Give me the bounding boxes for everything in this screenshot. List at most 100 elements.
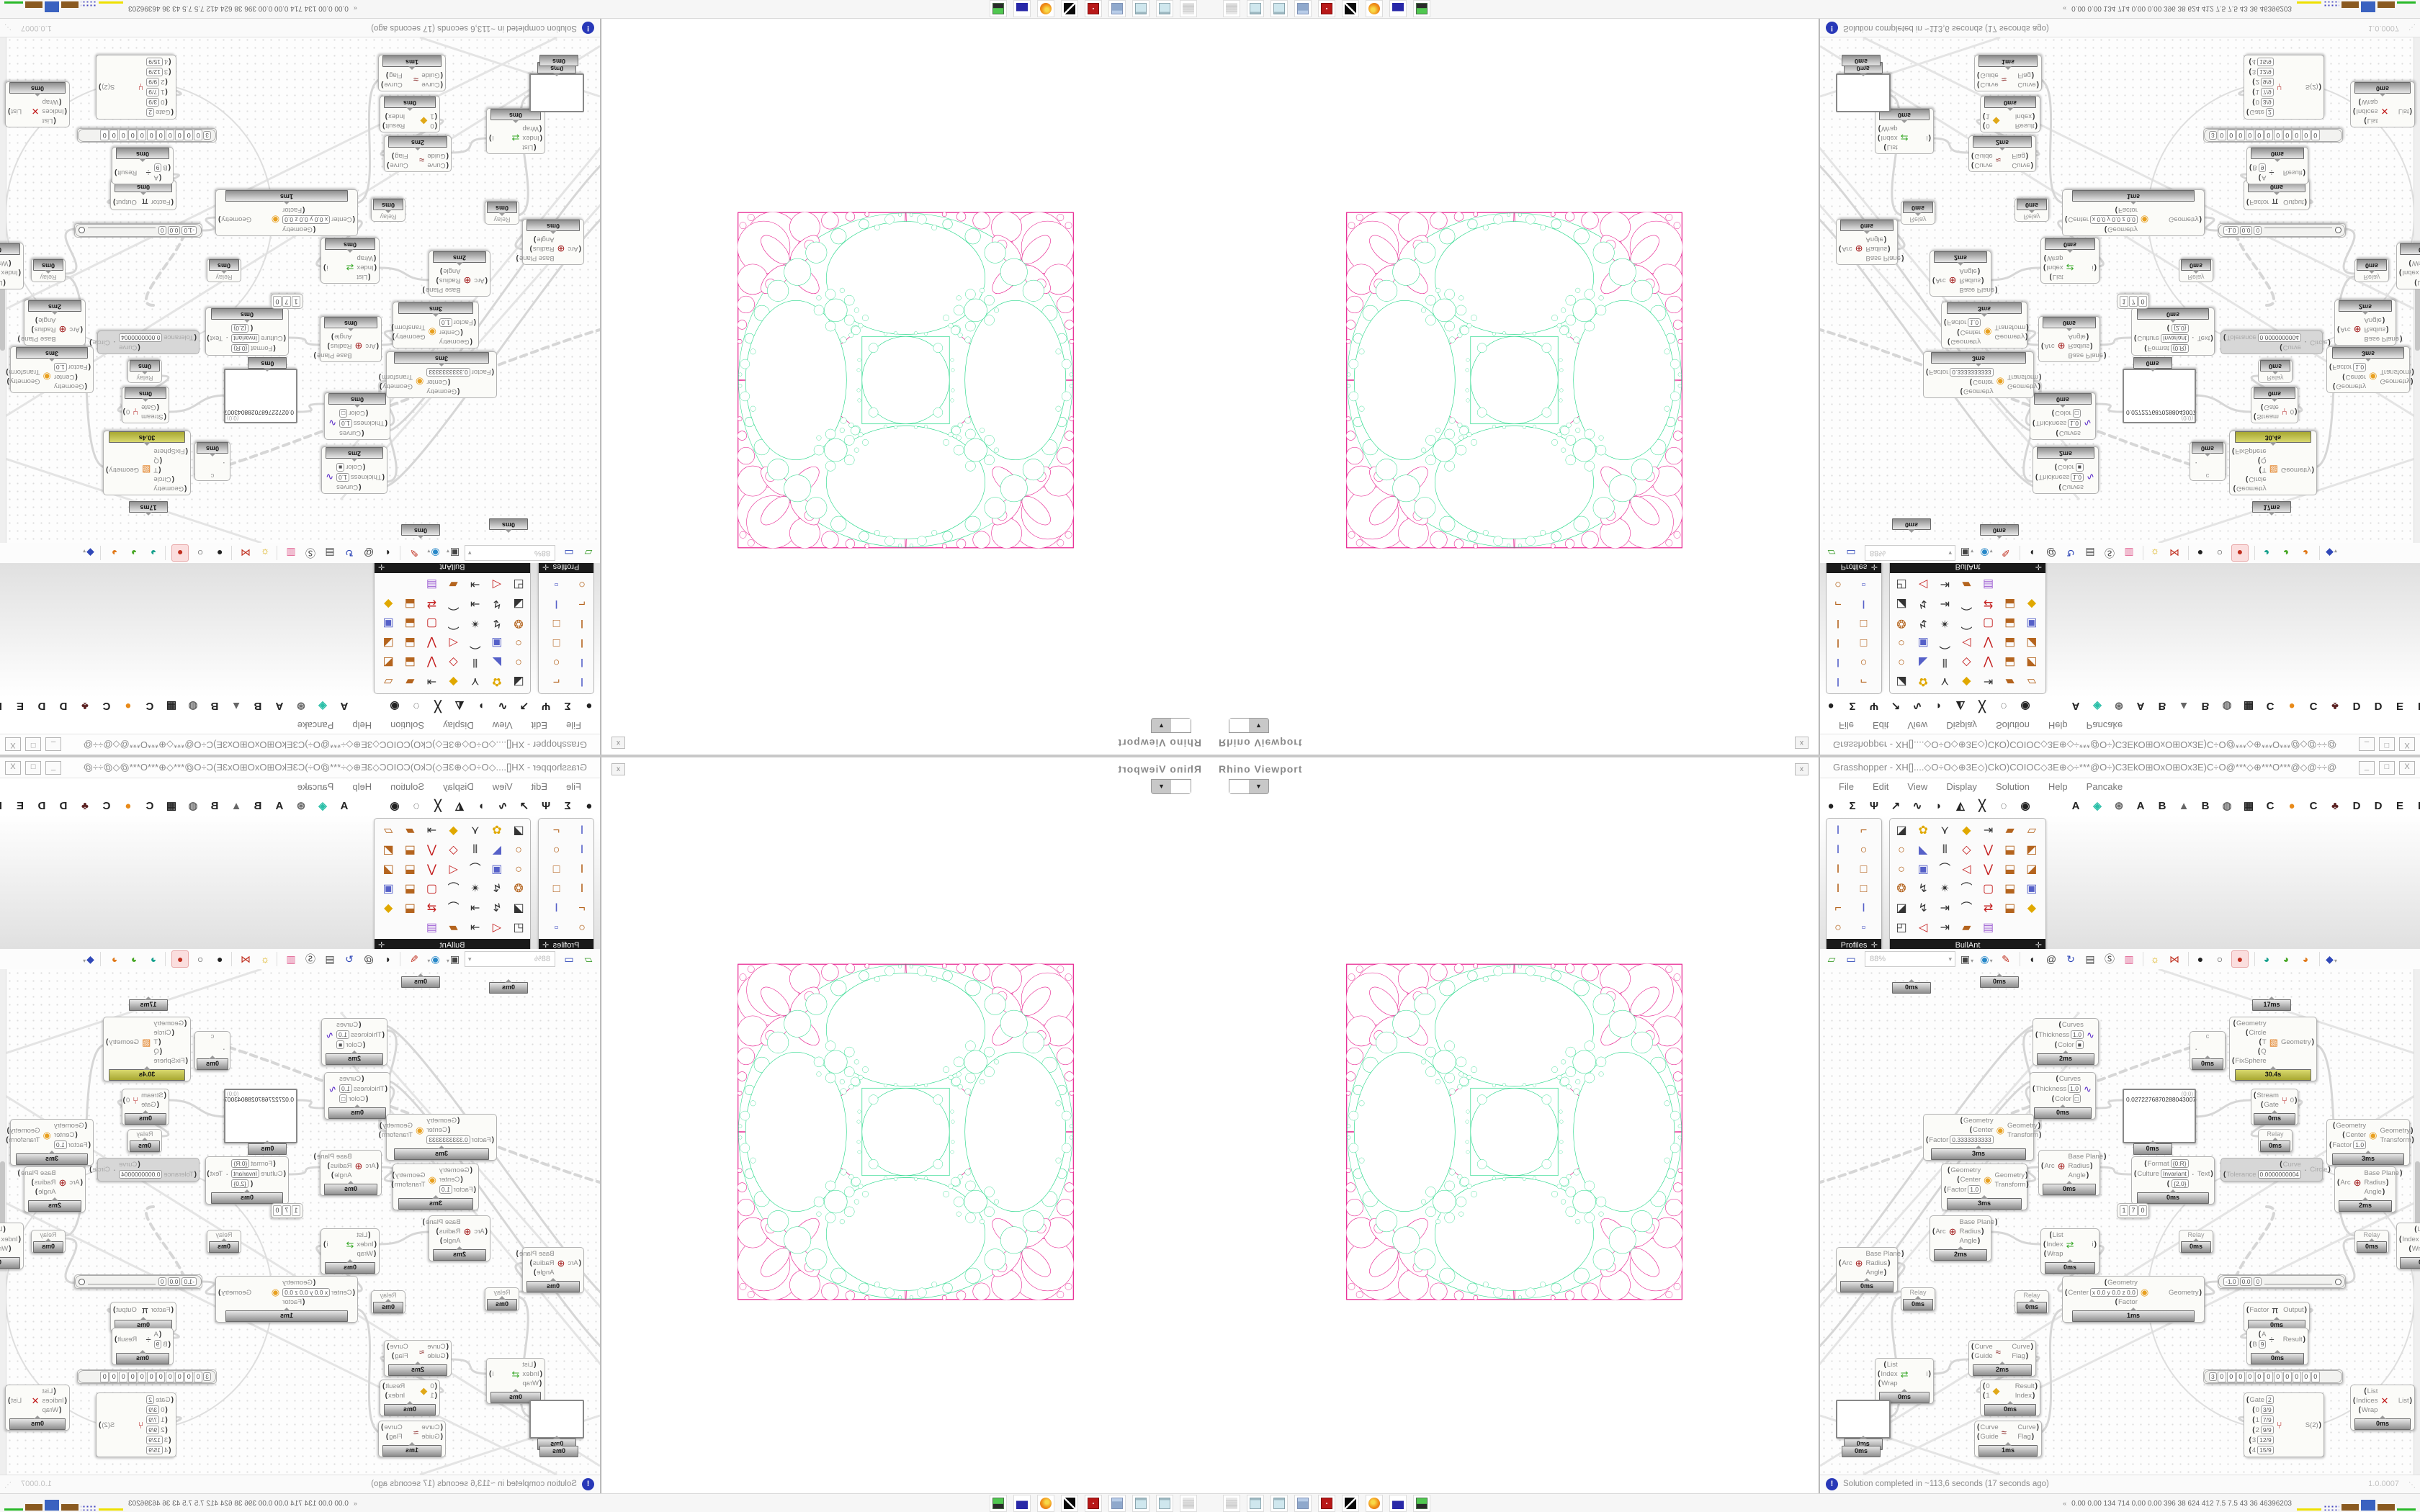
palette-component-icon[interactable]: ○ (1860, 844, 1868, 856)
taskbar-card-icon[interactable] (1318, 1495, 1335, 1512)
cull-index-component[interactable]: (List(Indices(Wrap ✕ List) 0ms (2350, 81, 2415, 127)
value-chip[interactable]: 0 (158, 1277, 166, 1286)
palette-component-icon[interactable]: ◇ (449, 844, 458, 856)
palette-component-icon[interactable]: ◪ (513, 598, 524, 610)
digit-cell[interactable]: 0 (2301, 1371, 2311, 1382)
chevron-icon[interactable]: « (353, 1500, 357, 1507)
division-component[interactable]: (A(B 9 ÷ Result) 0ms (2246, 1328, 2308, 1365)
value-chip[interactable]: 1.0 (2068, 1084, 2081, 1093)
category-tab-icon[interactable]: ↗ (1891, 800, 1901, 812)
save-file-button[interactable]: ▭ (1846, 953, 1856, 965)
palette-component-icon[interactable]: ⇥ (470, 902, 480, 914)
preview-off-button[interactable]: ● (216, 953, 223, 965)
value-chip[interactable]: 0.0 (167, 1277, 181, 1286)
digit-cell[interactable]: 0 (2273, 1371, 2282, 1382)
value-chip[interactable]: 9/9 (2260, 1426, 2274, 1434)
value-chip[interactable]: ■ (2075, 1040, 2084, 1049)
relay-component[interactable]: Relay 0ms (207, 258, 241, 282)
relay-component[interactable]: Relay 0ms (1901, 201, 1935, 225)
taskbar-device-icon[interactable] (1413, 0, 1430, 17)
palette-component-icon[interactable]: ⬓ (2004, 883, 2016, 895)
digit-cell[interactable]: 7 (2129, 296, 2138, 307)
digit-cell[interactable]: 0 (273, 1205, 282, 1216)
value-chip[interactable]: 0.0 (167, 226, 181, 235)
palette-component-icon[interactable]: ▣ (382, 883, 394, 895)
value-chip[interactable]: 1.0 (53, 1140, 67, 1149)
plugin-tab[interactable]: E (17, 700, 24, 713)
relay-component[interactable]: Relay 0ms (2354, 258, 2389, 282)
preview-wireframe-button[interactable]: ○ (197, 953, 204, 965)
taskbar-clipboard-icon[interactable] (1156, 0, 1173, 17)
close-icon[interactable]: x (611, 737, 625, 749)
value-chip[interactable]: {2,0} (231, 1179, 248, 1188)
plugin-tab[interactable]: A (275, 799, 284, 812)
palette-component-icon[interactable]: ✴ (1940, 883, 1950, 895)
palette-component-icon[interactable]: ⌒ (1960, 617, 1973, 629)
relay-component[interactable]: Relay 0ms (485, 201, 519, 225)
palette-component-icon[interactable]: ⋁ (426, 636, 436, 649)
close-button[interactable]: X (5, 761, 21, 775)
sketch-pencil-button[interactable]: ✎ (2002, 547, 2010, 559)
scale-component[interactable]: (Geometry(Center(Factor 1.0 ◉ Geometry) Tran… (1941, 302, 2029, 348)
palette-component-icon[interactable]: ▣ (1917, 636, 1929, 649)
division-component[interactable]: (A(B 9 ÷ Result) 0ms (112, 1328, 174, 1365)
digit-cell[interactable]: 0 (194, 1371, 203, 1382)
plugin-tab[interactable]: ⊛ (296, 800, 306, 812)
value-chip[interactable]: Invariant (231, 334, 260, 343)
expression-component[interactable]: (0(1 ◆ Result) Index) 0ms (380, 1380, 440, 1416)
palette-component-icon[interactable]: ○ (1834, 578, 1842, 590)
panel-expand-icon[interactable]: ✛ (2035, 941, 2042, 950)
value-chip[interactable]: 12/9 (2257, 68, 2274, 76)
palette-component-icon[interactable]: ◁ (1962, 863, 1971, 876)
palette-component-icon[interactable]: ⇥ (470, 578, 480, 590)
slider-grip[interactable] (2335, 1278, 2341, 1285)
palette-component-icon[interactable]: ⋎ (1940, 675, 1950, 688)
palette-component-icon[interactable]: ↯ (492, 883, 502, 895)
taskbar-floppy-icon[interactable] (1389, 1495, 1407, 1512)
value-chip[interactable]: 7/9 (146, 1416, 160, 1424)
palette-component-icon[interactable]: ✿ (1918, 824, 1928, 837)
list-item-component[interactable]: (List(Index(Wrap ⇄ i) 0ms (2040, 238, 2099, 284)
palette-component-icon[interactable]: Ⅰ (580, 883, 584, 895)
menu-item-display[interactable]: Display (443, 781, 474, 792)
stream-filter-component[interactable]: (Gate 2(0 3/9(1 7/9(2 9/9(3 12/9(4 15/9 ⑂ S(2)) (96, 55, 176, 120)
digit-cell[interactable]: 0 (2138, 1205, 2147, 1216)
taskbar-firefox-icon[interactable] (1366, 1495, 1383, 1512)
menu-item-file[interactable]: File (1839, 720, 1854, 731)
palette-component-icon[interactable]: ◇ (1962, 844, 1971, 856)
palette-component-icon[interactable]: ⋁ (1984, 656, 1994, 668)
palette-component-icon[interactable]: □ (1860, 617, 1868, 629)
preview-eye-button[interactable]: ◉▾ (1980, 953, 1993, 965)
plugin-tab[interactable]: D (2352, 700, 2361, 713)
palette-component-icon[interactable]: ❂ (1896, 617, 1906, 629)
preview-unselected-button[interactable]: ◕ (130, 547, 138, 559)
taskbar-floppy-icon[interactable] (1389, 0, 1407, 17)
value-chip[interactable]: 3 (203, 131, 211, 140)
resize-grip[interactable]: ⋱ (4, 23, 12, 31)
palette-component-icon[interactable]: ⌐ (552, 824, 560, 837)
menu-item-help[interactable]: Help (352, 720, 372, 731)
value-chip[interactable]: 7/9 (2260, 1416, 2274, 1424)
palette-component-icon[interactable]: ⌐ (1834, 902, 1842, 914)
cull-index-component[interactable]: (List(Indices(Wrap ✕ List) 0ms (5, 1385, 70, 1431)
palette-component-icon[interactable]: Ⅰ (580, 617, 584, 629)
zoom-extents-button[interactable]: ▣▾ (1960, 547, 1974, 559)
palette-component-icon[interactable]: □ (552, 863, 560, 876)
value-chip[interactable]: 0.3333333333 (1950, 1135, 1994, 1144)
param-component[interactable]: c · 0ms (194, 1031, 230, 1071)
palette-component-icon[interactable]: ⇥ (1983, 675, 1994, 688)
digit-cell[interactable]: 0 (2254, 130, 2264, 141)
palette-component-icon[interactable]: ⬓ (2004, 656, 2016, 668)
node-canvas[interactable]: 0ms 0ms 17ms(Curves(Thickness 1.0(Color ■ ∿ 2m… (1820, 969, 2420, 1475)
digit-cell[interactable]: 0 (2311, 130, 2320, 141)
bulb-button[interactable]: ☼ (260, 953, 270, 965)
panel-footer[interactable]: BullAnt ✛ (1890, 939, 2045, 952)
division-component[interactable]: (A(B 9 ÷ Result) 0ms (2246, 147, 2308, 184)
palette-component-icon[interactable]: ⫴ (472, 656, 478, 668)
plugin-tab[interactable]: ▦ (166, 700, 177, 712)
taskbar-clipboard-icon[interactable] (1247, 0, 1264, 17)
palette-component-icon[interactable]: ▱ (2027, 675, 2036, 688)
